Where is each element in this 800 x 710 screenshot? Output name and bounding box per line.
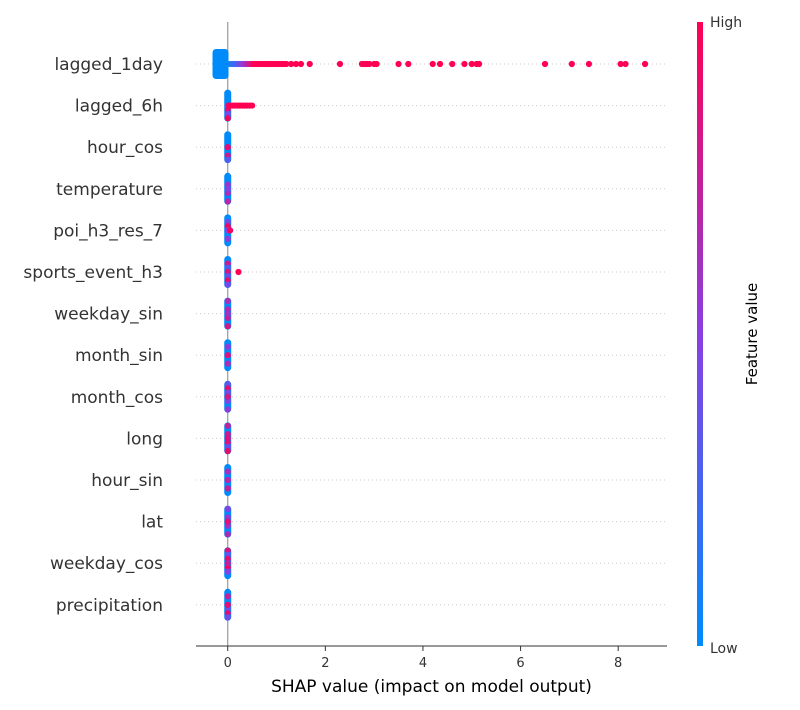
shap-point (224, 198, 231, 205)
colorbar (697, 22, 703, 646)
shap-point (224, 468, 231, 475)
feature-label: month_cos (71, 388, 163, 408)
feature-label: weekday_sin (54, 305, 163, 325)
feature-label: weekday_cos (50, 554, 163, 574)
shap-point (336, 60, 344, 68)
shap-point (405, 60, 412, 68)
shap-point (224, 560, 231, 567)
points-layer (212, 49, 649, 621)
shap-point (436, 60, 444, 68)
shap-point (249, 102, 256, 109)
shap-point (224, 115, 231, 122)
shap-point (475, 60, 483, 68)
feature-label: lat (141, 513, 163, 533)
feature-label: sports_event_h3 (23, 263, 163, 283)
shap-point (224, 422, 231, 429)
x-tick-label: 0 (224, 656, 232, 671)
shap-point (224, 593, 231, 600)
feature-label: hour_cos (87, 138, 163, 158)
shap-point (224, 310, 231, 317)
shap-point (224, 568, 231, 575)
shap-point (395, 60, 402, 68)
shap-point (224, 601, 231, 608)
x-tick-label: 8 (614, 656, 622, 671)
shap-point (373, 60, 380, 68)
shap-point (568, 60, 575, 68)
shap-point (541, 60, 549, 68)
shap-point (222, 60, 229, 68)
feature-label: hour_sin (91, 471, 163, 491)
shap-point (224, 447, 231, 455)
shap-point (224, 485, 231, 492)
x-tick-label: 4 (419, 656, 427, 671)
feature-label: temperature (56, 180, 163, 200)
shap-point (449, 60, 456, 68)
feature-label: poi_h3_res_7 (53, 221, 163, 241)
x-axis: 0 2 4 6 8 (196, 645, 667, 671)
shap-point (224, 156, 231, 163)
x-tick-label: 2 (321, 656, 329, 671)
shap-point (224, 360, 231, 367)
shap-point (297, 60, 305, 68)
feature-label: lagged_6h (75, 97, 163, 117)
shap-point (224, 343, 231, 350)
feature-rows: lagged_1day lagged_6h hour_cos temperature p… (23, 55, 667, 616)
shap-point (622, 60, 629, 68)
feature-label: long (126, 429, 163, 449)
x-tick-label: 6 (516, 656, 524, 671)
shap-point (283, 60, 290, 68)
shap-point (224, 144, 231, 151)
shap-point (224, 352, 231, 359)
shap-point (585, 60, 593, 68)
colorbar-high-label: High (710, 15, 742, 31)
shap-point (224, 297, 231, 305)
shap-point (227, 227, 234, 234)
shap-point (617, 60, 624, 68)
shap-point (224, 235, 231, 242)
shap-point (306, 60, 313, 68)
shap-point (288, 60, 295, 68)
shap-point (224, 435, 231, 442)
shap-point (224, 185, 231, 192)
shap-point (366, 60, 373, 68)
shap-point (224, 505, 231, 513)
shap-point (235, 268, 242, 276)
shap-point (468, 60, 475, 68)
feature-label: precipitation (56, 596, 163, 616)
shap-point (224, 614, 231, 621)
shap-point (224, 531, 231, 538)
shap-point (224, 323, 231, 330)
feature-label: month_sin (75, 346, 163, 366)
shap-point (224, 476, 231, 484)
x-axis-title: SHAP value (impact on model output) (271, 677, 592, 697)
shap-point (641, 60, 649, 68)
shap-point (224, 518, 231, 525)
shap-point (224, 393, 231, 400)
shap-point (224, 406, 231, 413)
colorbar-low-label: Low (710, 641, 738, 657)
shap-point (461, 60, 468, 68)
feature-label: lagged_1day (54, 55, 163, 75)
shap-point (224, 281, 231, 288)
shap-point (429, 60, 436, 68)
shap-point (292, 60, 300, 68)
colorbar-title: Feature value (743, 283, 761, 385)
